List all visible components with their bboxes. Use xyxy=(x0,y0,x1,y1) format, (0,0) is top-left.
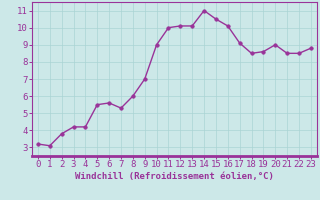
X-axis label: Windchill (Refroidissement éolien,°C): Windchill (Refroidissement éolien,°C) xyxy=(75,172,274,181)
